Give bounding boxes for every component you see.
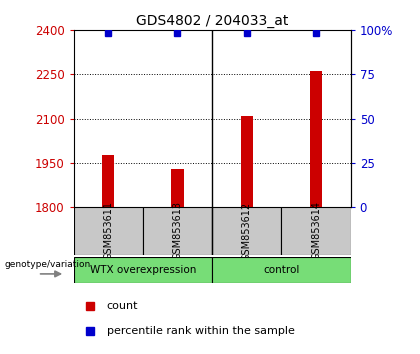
Text: GSM853612: GSM853612 bbox=[242, 201, 252, 261]
Text: control: control bbox=[263, 265, 299, 275]
Bar bbox=[241, 116, 253, 207]
Text: GSM853614: GSM853614 bbox=[311, 201, 321, 261]
FancyBboxPatch shape bbox=[143, 207, 212, 255]
Text: GSM853613: GSM853613 bbox=[173, 201, 182, 261]
FancyBboxPatch shape bbox=[281, 207, 351, 255]
Text: percentile rank within the sample: percentile rank within the sample bbox=[107, 326, 295, 336]
Text: GSM853611: GSM853611 bbox=[103, 201, 113, 261]
Text: WTX overexpression: WTX overexpression bbox=[89, 265, 196, 275]
Bar bbox=[102, 155, 114, 207]
FancyBboxPatch shape bbox=[212, 207, 281, 255]
Title: GDS4802 / 204033_at: GDS4802 / 204033_at bbox=[136, 14, 288, 28]
Bar bbox=[310, 72, 322, 207]
FancyBboxPatch shape bbox=[74, 257, 212, 283]
Text: count: count bbox=[107, 301, 138, 311]
Bar bbox=[171, 169, 184, 207]
FancyBboxPatch shape bbox=[74, 207, 143, 255]
Text: genotype/variation: genotype/variation bbox=[4, 259, 90, 269]
FancyBboxPatch shape bbox=[212, 257, 351, 283]
